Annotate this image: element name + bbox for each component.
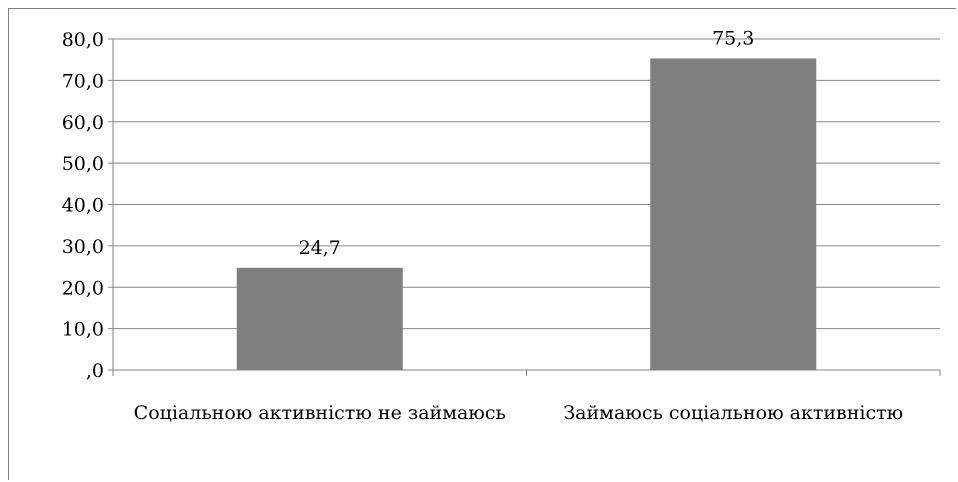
y-tick-label: 10,0	[62, 319, 104, 341]
y-tick-label: 80,0	[62, 29, 104, 51]
y-tick-label: 20,0	[62, 277, 104, 299]
bar	[236, 267, 403, 370]
y-tick-label: 70,0	[62, 70, 104, 92]
chart-frame	[8, 8, 956, 480]
x-category-label: Займаюсь соціальною активністю	[563, 402, 904, 424]
bar	[650, 58, 817, 370]
data-label: 75,3	[712, 27, 754, 49]
x-axis	[112, 39, 941, 376]
y-axis-tick-labels: ,0 10,0 20,0 30,0 40,0 50,0 60,0 70,0 80,0	[62, 29, 104, 382]
x-category-label: Соціальною активністю не займаюсь	[133, 402, 506, 424]
y-tick-label: 60,0	[62, 112, 104, 134]
y-tick-label: 30,0	[62, 236, 104, 258]
bars	[236, 58, 817, 370]
data-label: 24,7	[299, 237, 341, 259]
y-tick-label: ,0	[86, 360, 104, 382]
y-tick-label: 40,0	[62, 195, 104, 217]
y-tick-label: 50,0	[62, 153, 104, 175]
data-labels: 24,7 75,3	[299, 27, 755, 258]
